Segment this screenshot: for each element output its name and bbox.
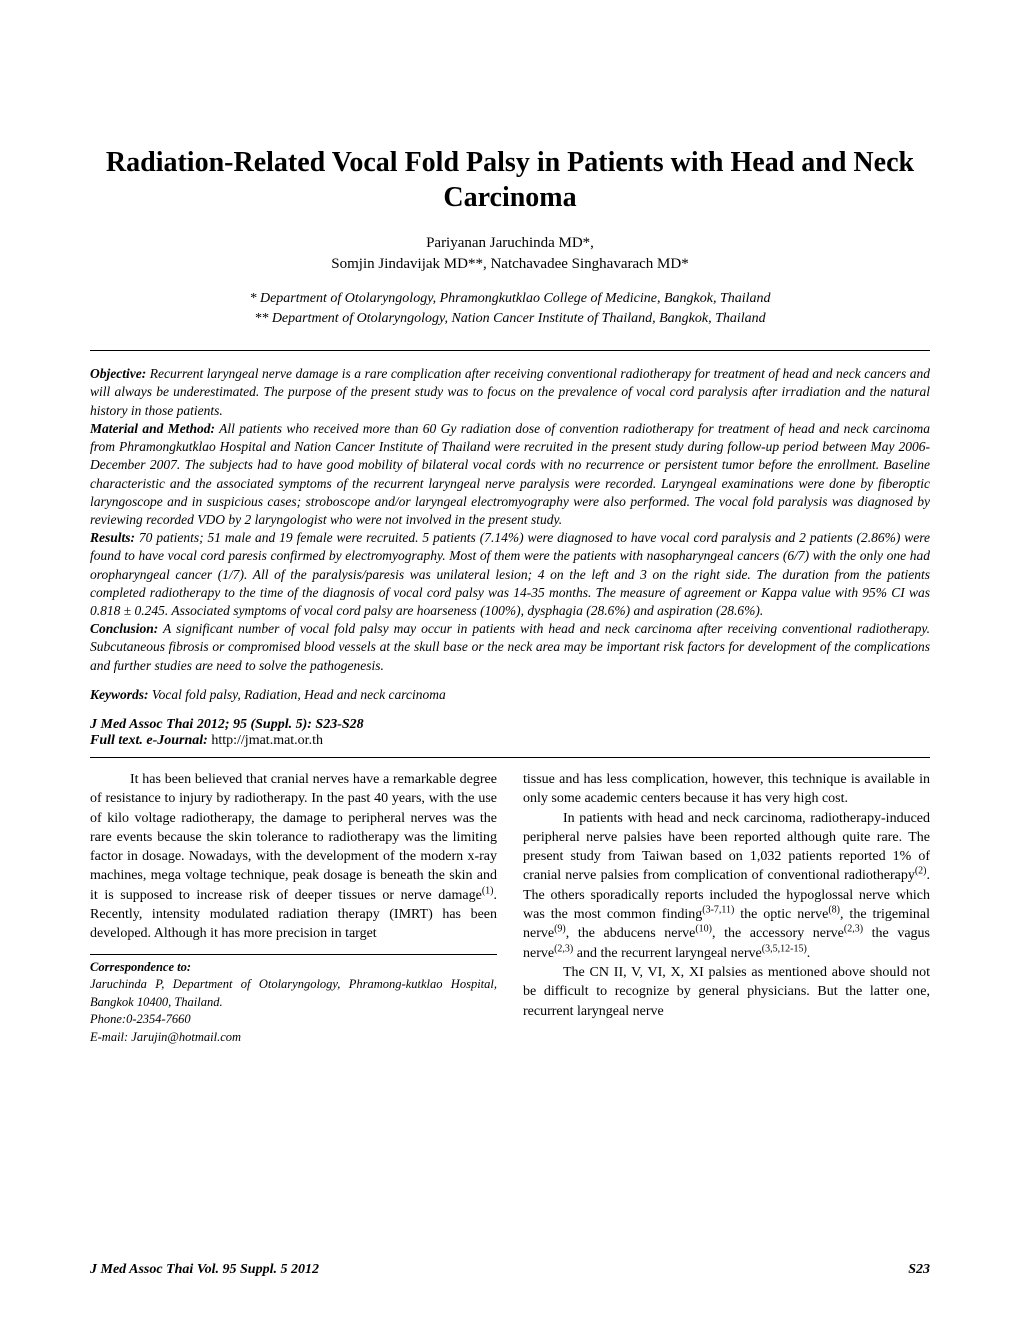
body-paragraph-1: It has been believed that cranial nerves… [90,770,497,944]
citation-line: J Med Assoc Thai 2012; 95 (Suppl. 5): S2… [90,717,930,733]
rule-bottom [90,757,930,758]
authors-block: Pariyanan Jaruchinda MD*, Somjin Jindavi… [90,233,930,275]
affiliations-block: * Department of Otolaryngology, Phramong… [90,289,930,328]
fulltext-label: Full text. e-Journal: [90,733,208,748]
fulltext-url: http://jmat.mat.or.th [208,733,323,748]
ref-sup-1: (1) [482,885,494,896]
keywords-text: Vocal fold palsy, Radiation, Head and ne… [149,687,446,702]
ref-sup-2: (2) [915,866,927,877]
conclusion-label: Conclusion: [90,621,158,636]
ref-sup-9: (3,5,12-15) [762,943,807,954]
body-paragraph-3: The CN II, V, VI, X, XI palsies as menti… [523,963,930,1021]
method-text: All patients who received more than 60 G… [90,421,930,527]
objective-label: Objective: [90,366,146,381]
ref-sup-6: (10) [695,924,712,935]
ref-sup-3: (3-7,11) [702,904,734,915]
footer-journal: J Med Assoc Thai Vol. 95 Suppl. 5 2012 [90,1262,319,1277]
abstract-block: Objective: Recurrent laryngeal nerve dam… [90,365,930,675]
correspondence-rule [90,954,497,955]
p2-text-c: the optic nerve [734,907,828,922]
body-paragraph-2: In patients with head and neck carcinoma… [523,809,930,964]
correspondence-line-1: Jaruchinda P, Department of Otolaryngolo… [90,977,497,1009]
correspondence-line-2: Phone:0-2354-7660 [90,1012,191,1026]
keywords-block: Keywords: Vocal fold palsy, Radiation, H… [90,687,930,703]
footer-page-number: S23 [908,1262,930,1278]
authors-line-2: Somjin Jindavijak MD**, Natchavadee Sing… [331,256,688,272]
conclusion-text: A significant number of vocal fold palsy… [90,621,930,672]
results-label: Results: [90,530,135,545]
ref-sup-5: (9) [554,924,566,935]
rule-top [90,350,930,351]
objective-text: Recurrent laryngeal nerve damage is a ra… [90,366,930,417]
fulltext-line: Full text. e-Journal: http://jmat.mat.or… [90,733,930,749]
correspondence-line-3: E-mail: Jarujin@hotmail.com [90,1030,241,1044]
p1-text-c: tissue and has less complication, howeve… [523,772,930,806]
ref-sup-8: (2,3) [554,943,573,954]
correspondence-block: Correspondence to: Jaruchinda P, Departm… [90,954,497,1047]
affiliation-1: * Department of Otolaryngology, Phramong… [249,291,770,306]
p2-text-h: and the recurrent laryngeal nerve [573,946,762,961]
article-title: Radiation-Related Vocal Fold Palsy in Pa… [90,145,930,215]
body-text: It has been believed that cranial nerves… [90,770,930,1046]
correspondence-label: Correspondence to: [90,960,191,974]
keywords-label: Keywords: [90,687,149,702]
p1-text-a: It has been believed that cranial nerves… [90,772,497,903]
p2-text-e: , the abducens nerve [566,926,696,941]
ref-sup-4: (8) [828,904,840,915]
results-text: 70 patients; 51 male and 19 female were … [90,530,930,618]
p2-text-f: , the accessory nerve [712,926,844,941]
body-paragraph-1-cont: tissue and has less complication, howeve… [523,770,930,809]
p2-text-a: In patients with head and neck carcinoma… [523,811,930,884]
page-footer: J Med Assoc Thai Vol. 95 Suppl. 5 2012 S… [90,1262,930,1278]
affiliation-2: ** Department of Otolaryngology, Nation … [254,311,765,326]
ref-sup-7: (2,3) [844,924,863,935]
authors-line-1: Pariyanan Jaruchinda MD*, [426,235,594,251]
method-label: Material and Method: [90,421,215,436]
p2-text-i: . [807,946,811,961]
page-container: Radiation-Related Vocal Fold Palsy in Pa… [0,0,1020,1106]
